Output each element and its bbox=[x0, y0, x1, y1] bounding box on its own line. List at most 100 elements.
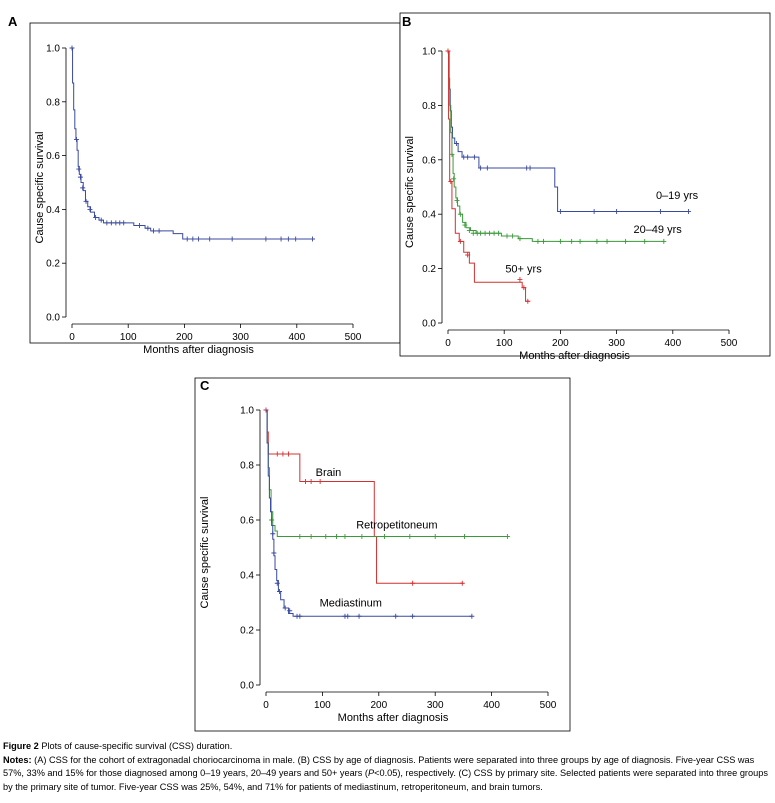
censor-mark bbox=[73, 136, 79, 142]
censor-mark bbox=[471, 154, 477, 160]
censor-mark bbox=[623, 238, 629, 244]
x-tick-label: 200 bbox=[552, 338, 569, 349]
censor-mark bbox=[145, 225, 151, 231]
y-axis-label: Cause specific survival bbox=[404, 136, 416, 248]
censor-mark bbox=[614, 208, 620, 214]
x-tick-label: 200 bbox=[370, 700, 387, 711]
x-tick-label: 0 bbox=[69, 332, 75, 343]
censor-mark bbox=[277, 589, 283, 594]
y-tick-label: 1.0 bbox=[422, 47, 436, 58]
censor-mark bbox=[69, 45, 75, 51]
series-mediastinum: Mediastinum bbox=[266, 409, 475, 619]
censor-mark bbox=[345, 613, 351, 619]
censor-mark bbox=[491, 230, 497, 236]
censor-mark bbox=[381, 534, 387, 539]
y-tick-label: 1.0 bbox=[46, 44, 60, 55]
censor-mark bbox=[454, 198, 460, 204]
notes-p-value-symbol: P bbox=[367, 768, 375, 778]
censor-mark bbox=[642, 238, 648, 244]
censor-mark bbox=[359, 534, 365, 539]
censor-mark bbox=[108, 220, 114, 226]
caption-title-line: Figure 2 Plots of cause-specific surviva… bbox=[3, 740, 771, 754]
y-axis-label: Cause specific survival bbox=[199, 497, 211, 609]
x-tick-label: 100 bbox=[496, 338, 513, 349]
censor-mark bbox=[465, 154, 471, 160]
y-tick-label: 0.6 bbox=[46, 151, 60, 162]
x-tick-label: 100 bbox=[120, 332, 137, 343]
censor-mark bbox=[310, 236, 316, 242]
censor-mark bbox=[156, 228, 162, 234]
censor-mark bbox=[535, 238, 541, 244]
censor-mark bbox=[393, 613, 399, 619]
series-50-yrs: 50+ yrs bbox=[445, 48, 542, 304]
censor-mark bbox=[271, 550, 277, 556]
censor-mark bbox=[263, 236, 269, 242]
chart-panel-b: B 0.0 0.2 0.4 0.6 0.8 1.0 0 100 200 300 400 500 Month… bbox=[399, 12, 771, 362]
censor-mark bbox=[274, 580, 280, 586]
censor-mark bbox=[521, 285, 527, 291]
y-tick-label: 0.4 bbox=[240, 571, 254, 582]
censor-mark bbox=[517, 236, 523, 242]
censor-mark bbox=[323, 534, 329, 539]
x-axis-label: Months after diagnosis bbox=[143, 344, 254, 356]
x-tick-label: 400 bbox=[483, 700, 500, 711]
censor-mark bbox=[342, 534, 348, 539]
censor-mark bbox=[270, 531, 276, 537]
censor-mark bbox=[87, 206, 93, 212]
censor-mark bbox=[190, 236, 196, 242]
censor-mark bbox=[302, 479, 308, 484]
y-tick-label: 0.0 bbox=[422, 319, 436, 330]
censor-mark bbox=[496, 230, 502, 236]
censor-mark bbox=[504, 233, 510, 239]
censor-mark bbox=[317, 479, 323, 484]
censor-mark bbox=[77, 174, 83, 180]
survival-curve bbox=[448, 50, 665, 242]
censor-mark bbox=[657, 208, 663, 214]
censor-mark bbox=[136, 223, 142, 229]
y-tick-label: 0.0 bbox=[46, 313, 60, 324]
plot-frame bbox=[194, 377, 571, 732]
x-tick-label: 500 bbox=[540, 700, 557, 711]
censor-mark bbox=[591, 208, 597, 214]
censor-mark bbox=[527, 165, 533, 171]
x-tick-label: 300 bbox=[232, 332, 249, 343]
x-tick-label: 300 bbox=[427, 700, 444, 711]
notes-panel-b-end: <0.05), respectively. bbox=[374, 768, 456, 778]
censor-mark bbox=[569, 238, 575, 244]
censor-mark bbox=[510, 233, 516, 239]
chart-panel-a: A 0.0 0.2 0.4 0.6 0.8 1.0 0 100 200 300 400 500 Month… bbox=[8, 14, 401, 356]
series-20-49-yrs: 20–49 yrs bbox=[448, 50, 682, 244]
x-tick-label: 500 bbox=[721, 338, 738, 349]
figure-canvas: A 0.0 0.2 0.4 0.6 0.8 1.0 0 100 200 300 400 500 Month… bbox=[8, 12, 771, 732]
chart-panel-c: C 0.0 0.2 0.4 0.6 0.8 1.0 0 100 200 300 400 500 Month… bbox=[194, 377, 571, 732]
censor-mark bbox=[462, 534, 468, 539]
censor-mark bbox=[457, 238, 463, 244]
censor-mark bbox=[407, 534, 413, 539]
x-tick-label: 400 bbox=[288, 332, 305, 343]
censor-mark bbox=[93, 214, 99, 220]
censor-mark bbox=[517, 276, 523, 282]
censor-mark bbox=[297, 613, 303, 619]
censor-mark bbox=[104, 220, 110, 226]
y-tick-label: 0.2 bbox=[240, 626, 254, 637]
censor-mark bbox=[184, 236, 190, 242]
censor-mark bbox=[557, 238, 563, 244]
series-label: 20–49 yrs bbox=[633, 224, 682, 236]
censor-mark bbox=[286, 451, 292, 457]
censor-mark bbox=[484, 165, 490, 171]
x-tick-label: 500 bbox=[345, 332, 362, 343]
censor-mark bbox=[525, 298, 531, 304]
plot-frame bbox=[29, 22, 401, 344]
censor-mark bbox=[482, 230, 488, 236]
notes-panel-b: (B) CSS by age of diagnosis. Patients we… bbox=[3, 754, 755, 779]
y-tick-label: 0.4 bbox=[46, 205, 60, 216]
series-label: Retropetitoneum bbox=[356, 519, 437, 531]
censor-mark bbox=[334, 534, 339, 539]
censor-mark bbox=[282, 605, 288, 611]
censor-mark bbox=[76, 166, 82, 172]
censor-mark bbox=[293, 236, 299, 242]
censor-mark bbox=[308, 534, 314, 539]
censor-mark bbox=[448, 179, 454, 185]
censor-mark bbox=[604, 238, 610, 244]
censor-mark bbox=[487, 230, 493, 236]
